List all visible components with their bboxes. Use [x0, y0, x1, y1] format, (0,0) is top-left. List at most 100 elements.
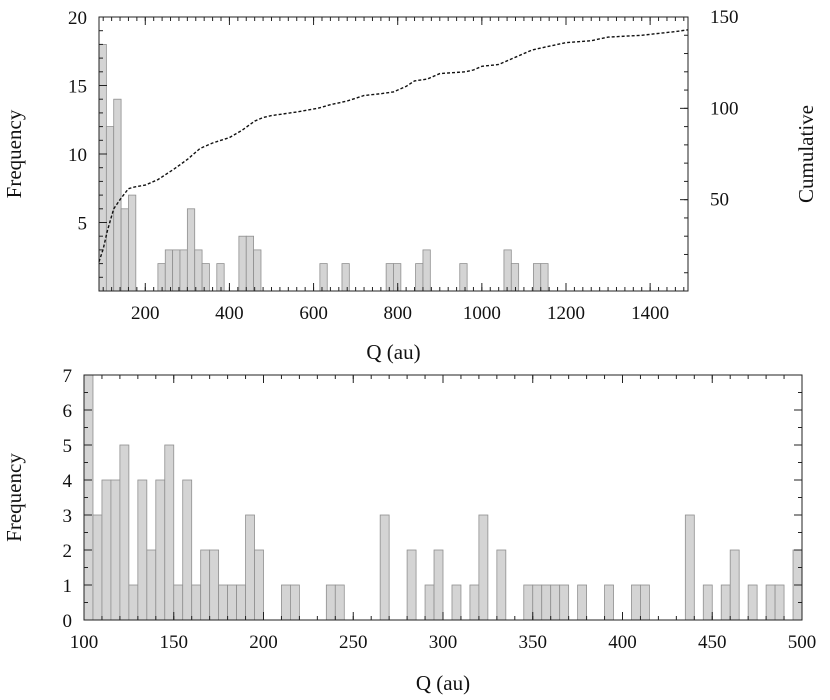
- histogram-bar: [245, 235, 255, 292]
- histogram-bar: [290, 584, 300, 621]
- histogram-bar: [227, 584, 237, 621]
- histogram-bar: [424, 584, 435, 621]
- histogram-bar: [194, 249, 203, 292]
- histogram-bar: [245, 514, 255, 621]
- histogram-bar: [101, 479, 112, 621]
- histogram-bar: [182, 479, 193, 621]
- histogram-bar: [720, 584, 731, 621]
- histogram-bar: [341, 263, 350, 292]
- y-tick-label: 20: [68, 8, 87, 29]
- histogram-bar: [209, 549, 220, 621]
- x-tick-label: 1200: [547, 303, 585, 324]
- x-tick-label: 200: [131, 303, 160, 324]
- histogram-bar: [540, 263, 549, 292]
- x-tick-label: 350: [519, 632, 548, 653]
- histogram-bar: [422, 249, 431, 292]
- histogram-bar: [765, 584, 776, 621]
- y2-tick-label: 50: [710, 190, 729, 211]
- y-tick-label: 6: [63, 401, 73, 422]
- y-tick-label: 5: [78, 214, 88, 235]
- histogram-bar: [155, 479, 166, 621]
- histogram-bar: [684, 514, 695, 621]
- histogram-bar: [559, 584, 570, 621]
- histogram-bar: [128, 194, 137, 292]
- histogram-bar: [172, 249, 181, 292]
- y-tick-label: 1: [63, 576, 73, 597]
- y-tick-label: 5: [63, 436, 73, 457]
- histogram-bar: [137, 479, 148, 621]
- histogram-bar: [406, 549, 417, 621]
- histogram-bar: [179, 249, 188, 292]
- x-tick-label: 400: [608, 632, 637, 653]
- x-tick-label: 1000: [463, 303, 501, 324]
- histogram-bar: [113, 98, 122, 292]
- histogram-bar: [128, 584, 139, 621]
- histogram-bar: [238, 235, 247, 292]
- histogram-bar: [433, 549, 444, 621]
- bottom-histogram-panel: 100 150 200 250 300 350 400 450 500 0 1 2 3 4 5 6 7 Q (au…: [2, 366, 816, 695]
- histogram-bar: [110, 479, 121, 621]
- x-tick-label: 100: [70, 632, 99, 653]
- histogram-bar: [281, 584, 291, 621]
- x-tick-label: 150: [160, 632, 189, 653]
- histogram-bar: [319, 263, 328, 292]
- x-axis-title: Q (au): [366, 340, 420, 364]
- y-tick-label: 7: [63, 366, 73, 387]
- histogram-bar: [631, 584, 641, 621]
- histogram-bar: [218, 584, 228, 621]
- histogram-bar: [119, 444, 130, 621]
- histogram-bar: [496, 549, 507, 621]
- histogram-bar: [191, 584, 202, 621]
- histogram-bar: [379, 514, 390, 621]
- histogram-bar: [325, 584, 336, 621]
- histogram-bar: [702, 584, 713, 621]
- histogram-bar: [415, 263, 424, 292]
- histogram-bar: [164, 444, 175, 621]
- histogram-bar: [385, 263, 394, 292]
- histogram-bar: [173, 584, 184, 621]
- x-tick-label: 500: [788, 632, 817, 653]
- x-tick-label: 1400: [631, 303, 669, 324]
- histogram-bar: [532, 584, 543, 621]
- histogram-bar: [254, 549, 264, 621]
- histogram-bar: [577, 584, 587, 621]
- histogram-bar: [532, 263, 542, 292]
- y-axis-title: Frequency: [2, 453, 26, 542]
- histogram-bar: [729, 549, 740, 621]
- histogram-bar: [503, 249, 512, 292]
- histogram-bar: [105, 126, 115, 292]
- x-tick-label: 450: [698, 632, 727, 653]
- x-tick-label: 300: [429, 632, 458, 653]
- histogram-bar: [478, 514, 489, 621]
- x-tick-label: 250: [339, 632, 368, 653]
- top-histogram-panel: 50 100 150 Cumulative 200 400 600 800 1000 1200 14…: [2, 7, 818, 364]
- y2-tick-label: 150: [710, 7, 739, 28]
- y-tick-label: 2: [63, 541, 73, 562]
- y2-axis-title: Cumulative: [794, 105, 818, 203]
- histogram-bar: [236, 584, 246, 621]
- histogram-bar: [92, 514, 103, 621]
- y-tick-label: 4: [63, 471, 73, 492]
- histogram-bar: [216, 263, 225, 292]
- histogram-bar: [164, 249, 174, 292]
- histogram-bar: [747, 584, 758, 621]
- histogram-bar: [451, 584, 462, 621]
- histogram-bar: [200, 549, 211, 621]
- x-tick-label: 800: [383, 303, 412, 324]
- x-tick-label: 600: [299, 303, 328, 324]
- histogram-bar: [541, 584, 552, 621]
- histogram-bar: [253, 249, 262, 292]
- x-tick-label: 200: [249, 632, 278, 653]
- histogram-bar: [640, 584, 650, 621]
- histogram-bar: [120, 208, 129, 292]
- histogram-bar: [604, 584, 614, 621]
- histogram-bar: [334, 584, 345, 621]
- y2-tick-label: 100: [710, 98, 739, 119]
- histogram-bar: [146, 549, 157, 621]
- y-tick-label: 15: [68, 77, 87, 98]
- y-tick-label: 3: [63, 506, 73, 527]
- y-tick-label: 0: [63, 611, 73, 632]
- histogram-bar: [469, 584, 480, 621]
- histogram-bar: [550, 584, 561, 621]
